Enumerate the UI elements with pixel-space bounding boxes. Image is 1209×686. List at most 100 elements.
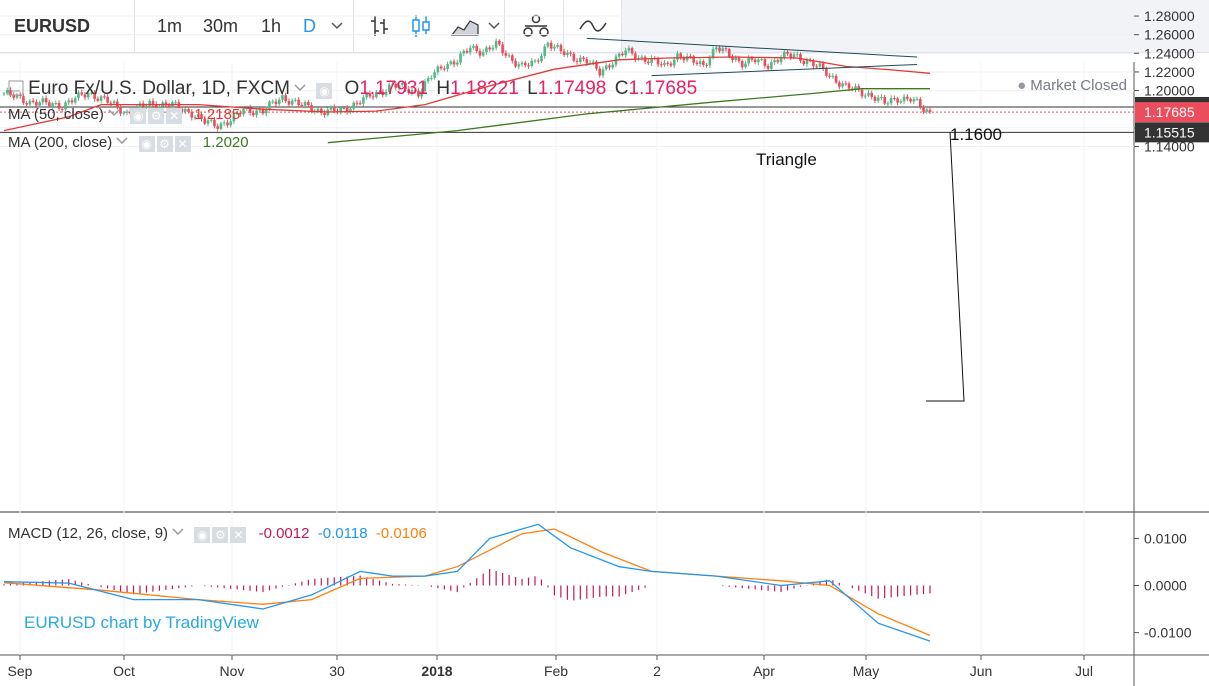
symbol-box[interactable]: EURUSD	[0, 0, 135, 52]
candle-body	[815, 66, 818, 68]
ma200-legend: MA (200, close) ◉ ⚙ ✕ 1.2020	[8, 134, 249, 152]
ma50-actions[interactable]: ◉ ⚙ ✕	[130, 107, 184, 124]
candle-body	[494, 40, 498, 48]
candle-body	[407, 88, 411, 93]
candle-body	[213, 119, 216, 127]
interval-1h[interactable]: 1h	[261, 16, 282, 36]
eye-icon[interactable]: ◉	[130, 107, 147, 124]
price-badge	[1135, 102, 1209, 123]
candle-body	[753, 59, 757, 63]
candle-body	[290, 100, 294, 105]
candle-body	[394, 83, 398, 88]
close-icon[interactable]: ✕	[174, 135, 191, 152]
price-badge	[1135, 122, 1209, 143]
interval-d[interactable]: D	[303, 16, 316, 36]
candle-body	[99, 96, 103, 101]
macd-actions[interactable]: ◉ ⚙ ✕	[194, 526, 248, 543]
candle-body	[73, 98, 77, 103]
candle-body	[371, 96, 375, 98]
time-tick-label: Sep	[8, 663, 33, 679]
eye-icon[interactable]: ◉	[138, 135, 155, 152]
interval-1m[interactable]: 1m	[157, 16, 183, 36]
symbol-actions[interactable]: ◉	[316, 82, 334, 99]
chart-background	[0, 62, 1209, 686]
candle-body	[640, 56, 644, 58]
chevron-down-icon[interactable]	[488, 21, 500, 31]
candle-body	[889, 98, 893, 104]
candle-body	[747, 57, 750, 64]
ma200-label: MA (200, close)	[8, 134, 113, 151]
eye-icon[interactable]: ◉	[316, 82, 333, 99]
candle-body	[164, 102, 168, 106]
candle-body	[763, 59, 767, 66]
candle-body	[387, 84, 391, 92]
eye-icon[interactable]: ◉	[194, 526, 211, 543]
candle-body	[417, 90, 420, 97]
candle-body	[352, 102, 355, 109]
close-icon[interactable]: ✕	[166, 107, 183, 124]
candle-body	[430, 77, 433, 79]
bar-chart-icon[interactable]	[368, 13, 390, 39]
candle-body	[443, 68, 446, 70]
candle-body	[883, 96, 886, 104]
gear-icon[interactable]: ⚙	[148, 107, 165, 124]
candle-body	[459, 53, 462, 63]
candle-body	[235, 113, 239, 115]
candle-body	[925, 109, 929, 112]
close-icon[interactable]: ✕	[230, 526, 247, 543]
candle-body	[54, 103, 58, 105]
candle-body	[384, 91, 388, 96]
candle-body	[611, 64, 614, 68]
candle-body	[93, 92, 96, 99]
candle-body	[96, 98, 100, 101]
candle-body	[339, 107, 343, 112]
candle-body	[268, 101, 271, 110]
candle-body	[190, 111, 194, 118]
ma200-actions[interactable]: ◉ ⚙ ✕	[138, 135, 193, 152]
candle-body	[193, 116, 197, 118]
candle-body	[812, 60, 815, 67]
main-legend: Euro Fx/U.S. Dollar, 1D, FXCM ◉ O1.17931…	[8, 78, 697, 100]
candle-body	[400, 82, 404, 85]
candle-body	[566, 52, 569, 56]
chevron-down-icon[interactable]	[172, 527, 184, 537]
time-tick-label: Nov	[220, 663, 245, 679]
candle-body	[928, 109, 932, 113]
gear-icon[interactable]: ⚙	[156, 135, 173, 152]
chevron-down-icon[interactable]	[108, 108, 120, 118]
candle-body	[663, 62, 666, 65]
candle-body	[252, 112, 255, 116]
gear-icon[interactable]: ⚙	[212, 526, 229, 543]
collapse-square-icon[interactable]	[8, 80, 24, 96]
candle-body	[209, 119, 213, 121]
time-tick-label: 2	[653, 663, 661, 679]
time-tick-label: Oct	[113, 663, 135, 679]
candle-body	[349, 108, 352, 112]
interval-30m[interactable]: 30m	[203, 16, 239, 36]
candle-body	[264, 109, 268, 114]
chevron-down-icon[interactable]	[331, 21, 343, 31]
line-tool-icon[interactable]	[578, 13, 608, 39]
close-value: 1.17685	[628, 78, 698, 99]
candle-body	[666, 62, 670, 64]
chevron-down-icon[interactable]	[294, 83, 306, 93]
chevron-down-icon[interactable]	[116, 136, 128, 146]
candle-body	[792, 54, 796, 58]
open-label: O	[344, 78, 360, 99]
candle-body	[773, 60, 776, 63]
indicators-icon[interactable]	[521, 13, 551, 39]
chart-style-group	[354, 0, 505, 52]
candle-body	[154, 104, 158, 110]
candle-body	[873, 96, 877, 101]
triangle-upper-line	[586, 37, 918, 58]
candle-body	[216, 126, 219, 129]
candle-body	[569, 52, 572, 54]
candle-body	[119, 106, 122, 114]
candle-body	[776, 60, 780, 63]
candle-body	[174, 102, 177, 104]
candle-body	[187, 109, 190, 112]
candle-body	[323, 113, 326, 116]
candle-body	[591, 61, 595, 63]
candlestick-icon[interactable]	[410, 13, 432, 39]
